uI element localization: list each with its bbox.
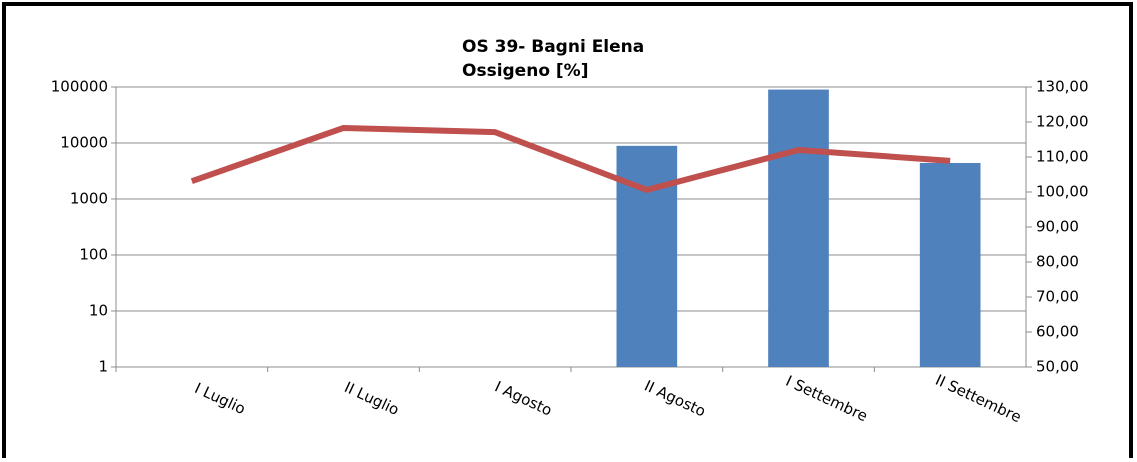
y-tick-label: 1000 — [70, 190, 108, 208]
y2-tick-label: 70,00 — [1036, 288, 1079, 306]
y2-tick-label: 90,00 — [1036, 218, 1079, 236]
line — [190, 124, 951, 193]
y2-tick-label: 130,00 — [1036, 78, 1089, 96]
chart-title: OS 39- Bagni Elena — [462, 37, 644, 57]
y-tick-label: 1 — [98, 358, 108, 376]
y-tick-label: 100 — [79, 246, 108, 264]
y2-tick-label: 120,00 — [1036, 113, 1089, 131]
y2-tick-label: 50,00 — [1036, 358, 1079, 376]
y2-tick-label: 110,00 — [1036, 148, 1089, 166]
y-tick-label: 100000 — [51, 78, 108, 96]
y2-tick-label: 60,00 — [1036, 323, 1079, 341]
bar — [768, 89, 829, 368]
y2-tick-label: 100,00 — [1036, 183, 1089, 201]
y-tick-label: 10 — [89, 302, 108, 320]
chart-subtitle: Ossigeno [%] — [462, 61, 589, 81]
y-tick-label: 10000 — [60, 134, 108, 152]
bar — [919, 162, 981, 367]
y2-tick-label: 80,00 — [1036, 253, 1079, 271]
